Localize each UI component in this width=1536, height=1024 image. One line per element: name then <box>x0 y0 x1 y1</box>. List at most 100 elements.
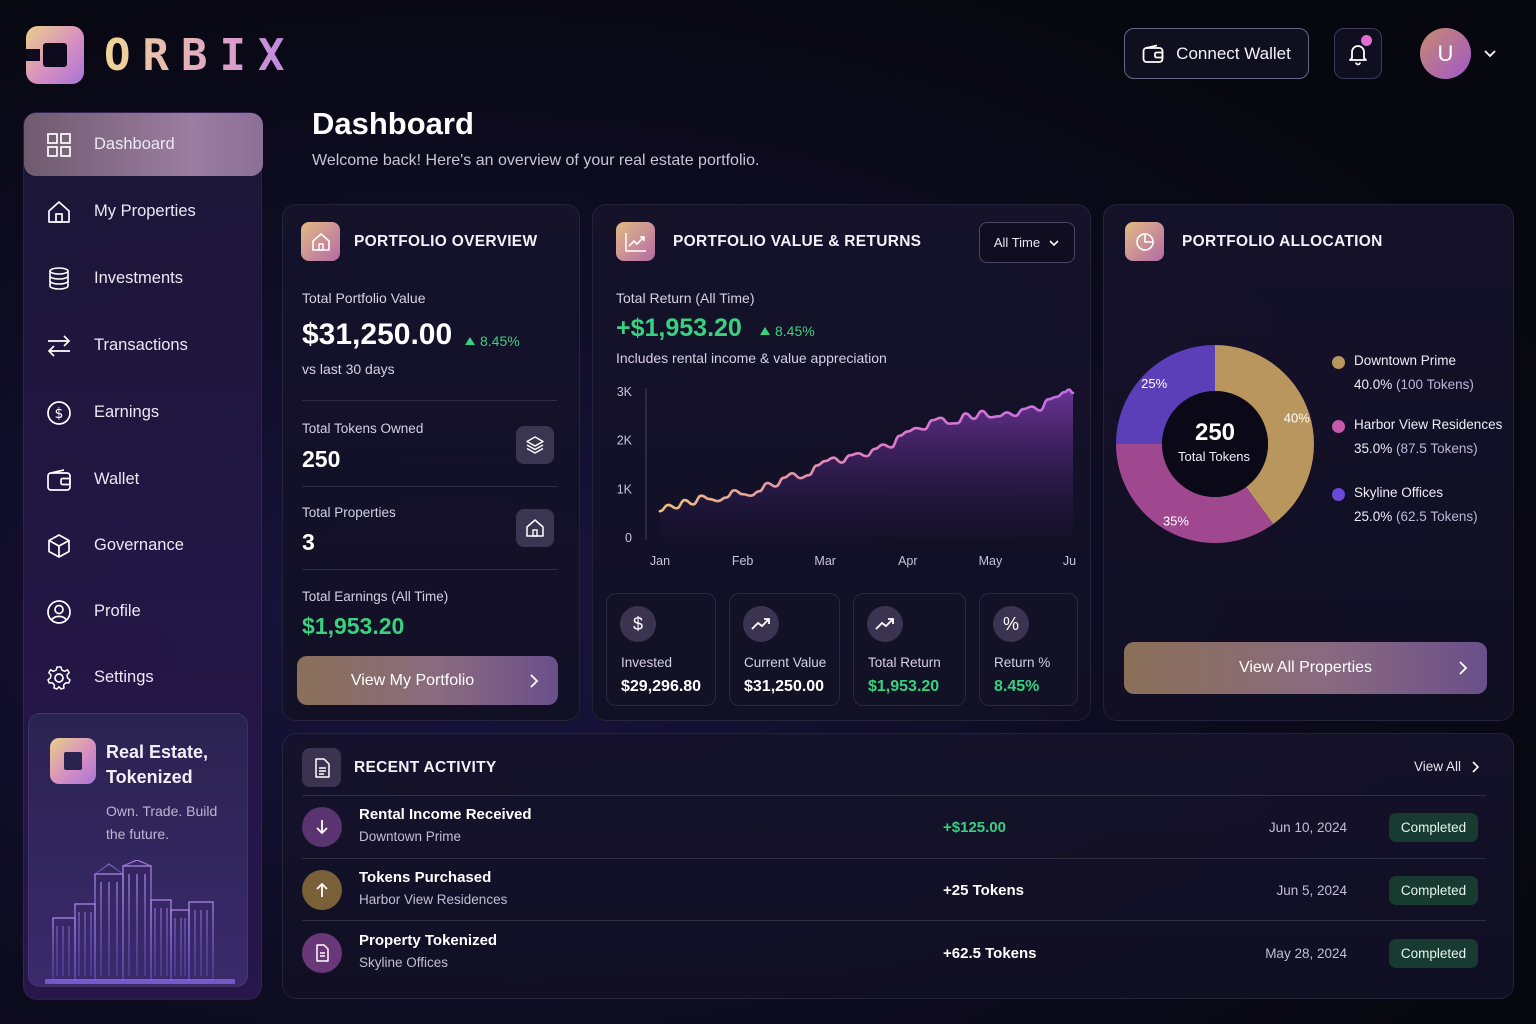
notifications-button[interactable] <box>1334 28 1382 79</box>
total-return-change: 8.45% <box>760 323 815 339</box>
activity-row[interactable]: Tokens Purchased Harbor View Residences … <box>302 859 1486 921</box>
sidebar-item-my-properties[interactable]: My Properties <box>24 180 263 243</box>
legend-percent: 35.0% (87.5 Tokens) <box>1354 441 1478 456</box>
sidebar-item-governance[interactable]: Governance <box>24 514 263 577</box>
gear-icon <box>47 665 71 690</box>
activity-amount: +25 Tokens <box>943 882 1025 899</box>
total-earnings-value: $1,953.20 <box>302 613 405 639</box>
stat-value: $31,250.00 <box>744 678 825 695</box>
document-icon <box>302 933 342 973</box>
sidebar-item-earnings[interactable]: $ Earnings <box>24 381 263 444</box>
notification-dot <box>1361 35 1372 46</box>
total-properties-label: Total Properties <box>302 505 396 520</box>
connect-wallet-button[interactable]: Connect Wallet <box>1124 28 1309 79</box>
legend-dot <box>1332 356 1345 369</box>
total-earnings-label: Total Earnings (All Time) <box>302 589 449 604</box>
sidebar-item-label: Earnings <box>94 403 160 421</box>
activity-date: May 28, 2024 <box>1265 946 1347 961</box>
view-my-portfolio-button[interactable]: View My Portfolio <box>297 656 558 705</box>
total-properties-value: 3 <box>302 529 315 555</box>
portfolio-overview-title: PORTFOLIO OVERVIEW <box>354 233 538 250</box>
donut-slice-label: 25% <box>1141 376 1167 391</box>
layers-icon <box>516 426 554 464</box>
y-tick-label: 0 <box>625 531 632 545</box>
view-all-label: View All <box>1414 759 1462 774</box>
percent-icon: % <box>993 606 1029 642</box>
view-all-properties-button[interactable]: View All Properties <box>1124 642 1487 694</box>
y-tick-label: 3K <box>617 385 633 399</box>
user-avatar[interactable]: U <box>1420 28 1471 79</box>
sidebar-item-label: Profile <box>94 602 141 620</box>
activity-title: Rental Income Received <box>359 806 532 823</box>
total-value-label: Total Portfolio Value <box>302 290 426 306</box>
y-tick-label: 1K <box>617 482 633 496</box>
portfolio-returns-title: PORTFOLIO VALUE & RETURNS <box>673 233 922 250</box>
home-icon <box>301 222 340 261</box>
stat-label: Total Return <box>868 655 941 670</box>
donut-slice[interactable] <box>1116 444 1274 543</box>
view-my-portfolio-label: View My Portfolio <box>350 671 475 689</box>
legend-tokens: (100 Tokens) <box>1396 377 1474 392</box>
allocation-donut-chart: 40% 35% 25% <box>1116 345 1314 543</box>
activity-row[interactable]: Property Tokenized Skyline Offices +62.5… <box>302 922 1486 984</box>
grid-icon <box>47 132 71 157</box>
sidebar-item-profile[interactable]: Profile <box>24 580 263 643</box>
chevron-down-icon[interactable] <box>1482 46 1498 62</box>
svg-text:$: $ <box>55 406 64 422</box>
activity-amount: +$125.00 <box>943 819 1006 836</box>
view-all-properties-label: View All Properties <box>1238 659 1373 676</box>
arrows-swap-icon <box>47 334 71 357</box>
legend-name: Downtown Prime <box>1354 353 1457 368</box>
pie-chart-icon <box>1125 222 1164 261</box>
status-badge: Completed <box>1389 939 1478 968</box>
divider <box>302 858 1486 859</box>
activity-subtitle: Skyline Offices <box>359 955 449 970</box>
status-badge: Completed <box>1389 876 1478 905</box>
cube-icon <box>48 533 70 558</box>
page-title: Dashboard <box>312 106 474 141</box>
vs-period-label: vs last 30 days <box>302 361 395 377</box>
view-all-activity-link[interactable]: View All <box>1414 759 1480 774</box>
change-value: 8.45% <box>775 323 815 339</box>
stat-label: Current Value <box>744 655 827 670</box>
chart-line <box>658 388 1075 513</box>
status-badge: Completed <box>1389 813 1478 842</box>
recent-activity-title: RECENT ACTIVITY <box>354 759 497 776</box>
sidebar-item-transactions[interactable]: Transactions <box>24 314 263 377</box>
coins-icon <box>49 266 69 290</box>
x-tick-label: Apr <box>898 554 917 568</box>
activity-row[interactable]: Rental Income Received Downtown Prime +$… <box>302 796 1486 858</box>
stat-value: $1,953.20 <box>868 678 940 695</box>
time-range-select[interactable]: All Time <box>979 222 1075 263</box>
sidebar-item-settings[interactable]: Settings <box>24 646 263 709</box>
x-tick-label: Jun <box>1063 554 1076 568</box>
dollar-icon: $ <box>620 606 656 642</box>
city-skyline-icon <box>45 860 235 984</box>
promo-card: Real Estate, Tokenized Own. Trade. Build… <box>28 713 248 987</box>
portfolio-value-chart: 0 1K 2K 3K Jan Feb Mar Apr May Jun <box>617 385 1076 568</box>
activity-date: Jun 5, 2024 <box>1276 883 1347 898</box>
connect-wallet-label: Connect Wallet <box>1176 43 1291 63</box>
triangle-up-icon <box>760 327 770 335</box>
sidebar-item-dashboard[interactable]: Dashboard <box>24 113 263 176</box>
donut-slice[interactable] <box>1215 345 1314 525</box>
divider <box>302 920 1486 921</box>
legend-percent-value: 35.0% <box>1354 441 1393 456</box>
sidebar-item-label: My Properties <box>94 202 196 220</box>
return-note: Includes rental income & value appreciat… <box>616 350 887 366</box>
sidebar: Dashboard My Properties Investments Tran… <box>23 112 263 1000</box>
bell-icon <box>1349 44 1367 65</box>
stat-label: Return % <box>994 655 1051 670</box>
sidebar-item-wallet[interactable]: Wallet <box>24 448 263 511</box>
stat-value: $29,296.80 <box>621 678 702 695</box>
dollar-circle-icon: $ <box>47 400 71 425</box>
legend-percent-value: 25.0% <box>1354 509 1393 524</box>
wallet-icon <box>1142 44 1164 63</box>
sidebar-item-investments[interactable]: Investments <box>24 247 263 310</box>
donut-slice[interactable] <box>1116 345 1215 444</box>
sidebar-item-label: Transactions <box>94 336 188 354</box>
arrow-down-icon <box>302 807 342 847</box>
divider <box>302 569 557 570</box>
recent-activity-card <box>282 733 1514 999</box>
brand-logo[interactable]: ORBIX <box>26 26 296 84</box>
